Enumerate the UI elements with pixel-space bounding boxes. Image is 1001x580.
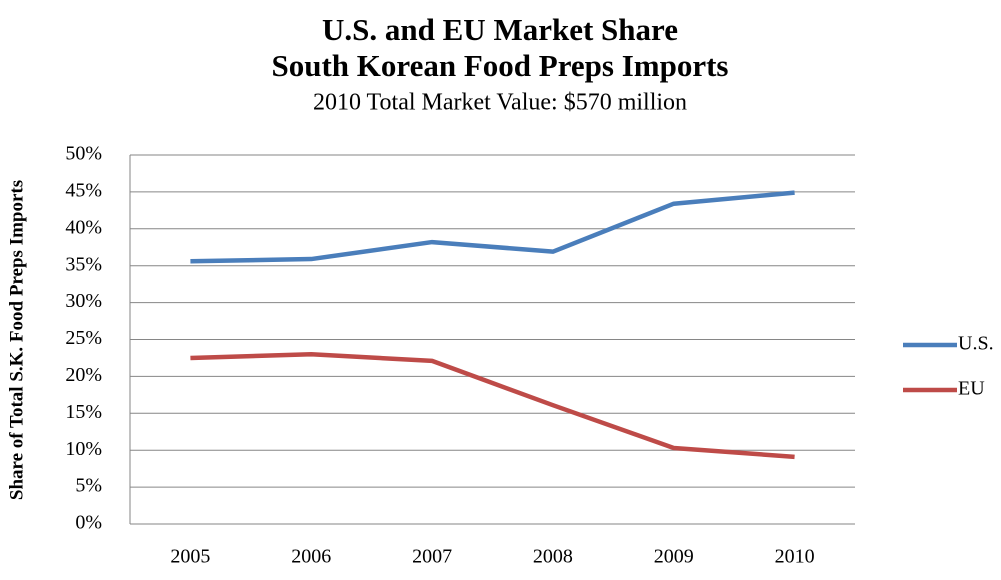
y-tick-label: 5% — [75, 475, 102, 497]
y-tick-label: 25% — [65, 327, 102, 349]
y-tick-label: 20% — [65, 364, 102, 386]
chart-subtitle: 2010 Total Market Value: $570 million — [313, 90, 687, 116]
legend-label: U.S. — [958, 333, 994, 355]
y-tick-label: 0% — [75, 512, 102, 534]
x-tick-label: 2008 — [533, 546, 573, 568]
x-tick-label: 2009 — [654, 546, 694, 568]
x-tick-label: 2006 — [291, 546, 331, 568]
x-tick-label: 2007 — [412, 546, 452, 568]
y-tick-label: 30% — [65, 290, 102, 312]
y-tick-label: 50% — [65, 143, 102, 165]
chart-title: South Korean Food Preps Imports — [271, 48, 728, 83]
series-line — [190, 190, 795, 264]
series-line — [190, 352, 795, 460]
y-tick-label: 35% — [65, 253, 102, 275]
y-axis-label: Share of Total S.K. Food Preps Imports — [6, 180, 27, 500]
legend-label: EU — [958, 378, 985, 400]
y-tick-label: 15% — [65, 401, 102, 423]
x-tick-label: 2010 — [775, 546, 815, 568]
y-tick-label: 10% — [65, 438, 102, 460]
y-tick-label: 40% — [65, 216, 102, 238]
x-tick-label: 2005 — [170, 546, 210, 568]
chart-title: U.S. and EU Market Share — [322, 12, 678, 47]
y-tick-label: 45% — [65, 179, 102, 201]
